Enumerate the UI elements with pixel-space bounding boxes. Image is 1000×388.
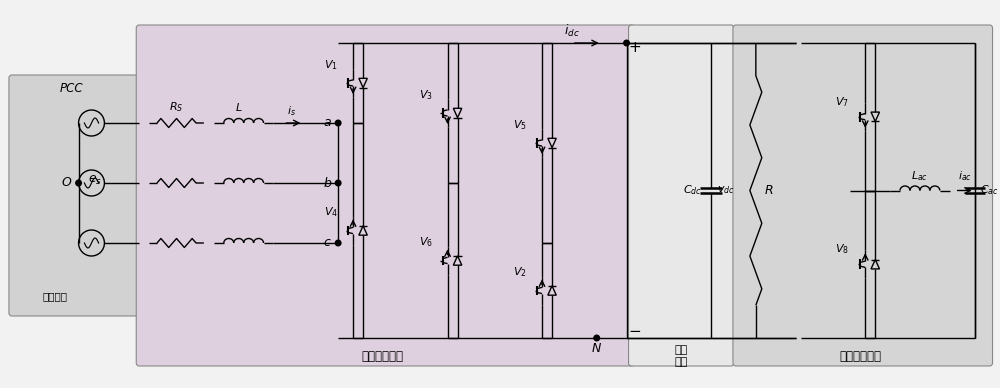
Text: $V_4$: $V_4$ <box>324 206 338 219</box>
Text: $L_{ac}$: $L_{ac}$ <box>911 170 929 184</box>
Text: $V_7$: $V_7$ <box>835 95 849 109</box>
Text: $V_3$: $V_3$ <box>419 88 433 102</box>
Text: $N$: $N$ <box>591 343 602 355</box>
Text: 三相整流电路: 三相整流电路 <box>362 350 404 362</box>
Text: $i_{ac}$: $i_{ac}$ <box>958 170 972 184</box>
Text: $i_{dc}$: $i_{dc}$ <box>564 23 580 39</box>
Text: $V_1$: $V_1$ <box>324 58 338 72</box>
Text: $+$: $+$ <box>628 40 641 55</box>
Circle shape <box>335 180 341 186</box>
Text: $c$: $c$ <box>323 237 332 249</box>
Circle shape <box>335 240 341 246</box>
FancyBboxPatch shape <box>9 75 139 316</box>
Text: $-$: $-$ <box>628 322 641 338</box>
Text: $C_{ac}$: $C_{ac}$ <box>980 184 999 197</box>
Text: $V_6$: $V_6$ <box>419 236 433 249</box>
Text: $V_2$: $V_2$ <box>513 266 527 279</box>
Text: $i_s$: $i_s$ <box>287 104 296 118</box>
Text: $a$: $a$ <box>323 116 332 130</box>
Text: $L$: $L$ <box>235 101 242 113</box>
Text: $R$: $R$ <box>764 184 774 197</box>
Circle shape <box>76 180 81 186</box>
Text: $e_s$: $e_s$ <box>88 173 103 187</box>
Text: $V_8$: $V_8$ <box>835 242 849 256</box>
Circle shape <box>335 120 341 126</box>
FancyBboxPatch shape <box>136 25 635 366</box>
Text: $C_{dc}$: $C_{dc}$ <box>683 184 702 197</box>
Text: $v_{dc}$: $v_{dc}$ <box>717 185 735 196</box>
Circle shape <box>624 40 629 46</box>
FancyBboxPatch shape <box>733 25 993 366</box>
Text: 直流
负荷: 直流 负荷 <box>675 345 688 367</box>
Text: $V_5$: $V_5$ <box>513 118 527 132</box>
Text: $b$: $b$ <box>323 176 332 190</box>
Text: 功率补偿电路: 功率补偿电路 <box>839 350 881 362</box>
Text: PCC: PCC <box>60 81 83 95</box>
FancyBboxPatch shape <box>629 25 734 366</box>
Text: $R_S$: $R_S$ <box>169 100 183 114</box>
Circle shape <box>594 335 600 341</box>
Text: $O$: $O$ <box>61 177 72 189</box>
Text: 输入电压: 输入电压 <box>42 291 67 301</box>
